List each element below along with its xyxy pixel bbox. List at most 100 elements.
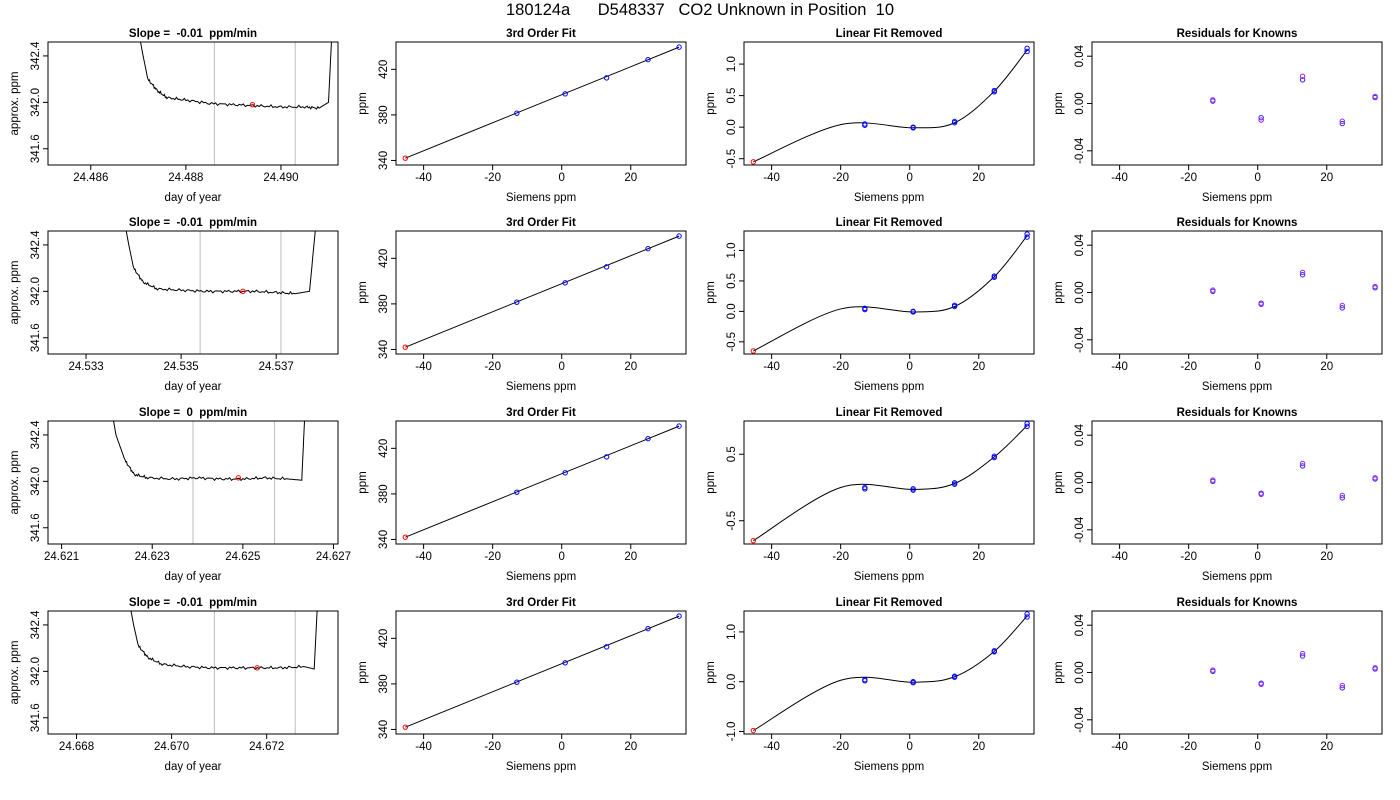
y-tick-label: 0.04 <box>1074 233 1086 256</box>
known-point <box>1024 423 1030 430</box>
x-tick-label: -40 <box>763 172 780 184</box>
plot-area <box>402 423 682 540</box>
y-axis-label: ppm <box>357 471 369 493</box>
residual-point <box>1210 477 1216 483</box>
panel-title: Residuals for Knowns <box>1177 597 1298 609</box>
y-axis-label: ppm <box>705 661 717 683</box>
y-tick-label: 1.0 <box>726 56 738 72</box>
known-point <box>910 309 916 315</box>
x-axis-label: Siemens ppm <box>1202 381 1272 393</box>
y-axis-label: ppm <box>357 92 369 114</box>
residual-point <box>1210 287 1216 293</box>
x-tick-label: 24.488 <box>168 172 203 184</box>
plot-frame <box>47 230 339 355</box>
panel-4-2: 3rd Order Fit -40 -20 0 20 340 380 420 Siemens p… <box>357 597 687 773</box>
x-tick-label: -20 <box>832 741 849 753</box>
panel-title: Residuals for Knowns <box>1177 28 1298 40</box>
y-tick-label: 342.4 <box>30 610 42 639</box>
fit-line <box>405 425 680 538</box>
y-tick-label: 1.0 <box>726 624 738 640</box>
y-tick-label: 0.00 <box>1074 661 1086 683</box>
time-series-line <box>130 611 318 671</box>
known-point <box>676 233 682 239</box>
y-tick-label: 420 <box>378 60 390 79</box>
residual-point <box>1339 492 1345 499</box>
y-axis-label: approx. ppm <box>9 72 21 136</box>
plot-area <box>402 233 682 350</box>
unknown-marker <box>240 288 246 295</box>
plot-frame <box>395 41 687 166</box>
known-point <box>991 273 997 279</box>
y-axis-label: ppm <box>1053 281 1065 303</box>
plot-frame <box>47 420 339 545</box>
y-axis-label: ppm <box>1053 471 1065 493</box>
y-tick-label: 340 <box>378 530 390 549</box>
x-tick-label: -40 <box>763 361 780 373</box>
y-tick-label: 342.4 <box>30 230 42 259</box>
known-point <box>603 75 610 81</box>
x-tick-label: 20 <box>1320 741 1333 753</box>
panel-title: 3rd Order Fit <box>506 597 576 609</box>
y-tick-label: 340 <box>378 720 390 739</box>
panel-title: Slope = -0.01 ppm/min <box>129 28 257 40</box>
x-tick-label: 20 <box>1320 361 1333 373</box>
known-point <box>862 122 868 128</box>
panel-title: Residuals for Knowns <box>1177 407 1298 419</box>
x-axis-label: Siemens ppm <box>854 761 924 773</box>
x-tick-label: 0 <box>559 551 565 563</box>
y-axis-label: ppm <box>1053 661 1065 683</box>
x-tick-label: 20 <box>1320 172 1333 184</box>
x-tick-label: -20 <box>832 551 849 563</box>
known-point <box>1024 614 1030 620</box>
x-axis-label: Siemens ppm <box>1202 761 1272 773</box>
x-tick-label: 24.537 <box>259 361 294 373</box>
x-tick-label: -20 <box>1180 741 1197 753</box>
x-tick-label: 20 <box>624 551 637 563</box>
plot-area <box>750 45 1030 165</box>
residual-point <box>1339 120 1345 127</box>
y-axis-label: approx. ppm <box>9 451 21 515</box>
known-point <box>991 648 997 654</box>
y-tick-label: 0.04 <box>1074 613 1086 636</box>
y-tick-label: 342.0 <box>30 467 42 496</box>
panel-title: Linear Fit Removed <box>836 217 943 229</box>
known-point <box>991 87 997 94</box>
known-point <box>603 644 610 650</box>
y-tick-label: 341.6 <box>30 703 42 732</box>
panel-1-3: Linear Fit Removed -40 -20 0 20 -0.5 0.0 0.5 1.0… <box>705 28 1035 204</box>
plot-frame <box>743 420 1035 545</box>
y-tick-label: 0.5 <box>726 273 738 289</box>
y-tick-label: 420 <box>378 629 390 648</box>
plot-area <box>1210 269 1378 311</box>
y-tick-label: 0.5 <box>726 88 738 104</box>
residual-point <box>1299 77 1306 83</box>
fit-line <box>405 235 680 348</box>
unknown-marker <box>235 475 242 481</box>
time-series-line <box>125 231 316 295</box>
known-point <box>514 489 520 495</box>
x-tick-label: 24.623 <box>135 551 170 563</box>
time-series-line <box>113 421 306 482</box>
y-tick-label: 0.0 <box>726 303 738 319</box>
unknown-point <box>402 534 409 540</box>
residual-point <box>1339 302 1345 309</box>
x-tick-label: -20 <box>484 551 501 563</box>
residual-point <box>1299 460 1306 467</box>
x-tick-label: -40 <box>415 172 432 184</box>
x-axis-label: Siemens ppm <box>506 571 576 583</box>
cubic-fit-curve <box>753 425 1028 542</box>
panel-1-2: 3rd Order Fit -40 -20 0 20 340 380 420 Siemens p… <box>357 28 687 204</box>
x-tick-label: 0 <box>559 172 565 184</box>
x-tick-label: -40 <box>1111 551 1128 563</box>
x-axis-label: Siemens ppm <box>506 381 576 393</box>
y-tick-label: 1.0 <box>726 242 738 258</box>
x-tick-label: 0 <box>907 741 913 753</box>
plot-frame <box>1091 230 1383 355</box>
residual-point <box>1258 301 1264 308</box>
plot-frame <box>743 230 1035 355</box>
unknown-point <box>402 724 409 730</box>
known-point <box>862 486 868 492</box>
panel-title: Residuals for Knowns <box>1177 217 1298 229</box>
x-axis-label: day of year <box>165 571 222 583</box>
plot-frame <box>47 41 339 166</box>
